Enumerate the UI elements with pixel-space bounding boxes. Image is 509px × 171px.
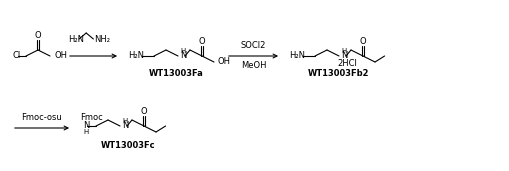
Text: MeOH: MeOH (241, 62, 266, 70)
Text: N: N (83, 122, 90, 130)
Text: OH: OH (218, 57, 231, 67)
Text: 2HCl: 2HCl (337, 60, 357, 69)
Text: N: N (341, 51, 347, 61)
Text: OH: OH (55, 51, 68, 61)
Text: NH₂: NH₂ (94, 35, 110, 43)
Text: WT13003Fb2: WT13003Fb2 (308, 69, 370, 77)
Text: H: H (83, 129, 88, 135)
Text: O: O (140, 108, 147, 116)
Text: N: N (180, 51, 186, 61)
Text: Cl: Cl (13, 51, 21, 61)
Text: WT13003Fc: WT13003Fc (100, 141, 155, 150)
Text: O: O (35, 31, 41, 41)
Text: O: O (199, 37, 205, 47)
Text: O: O (360, 37, 366, 47)
Text: H: H (122, 118, 127, 124)
Text: Fmoc: Fmoc (80, 113, 103, 122)
Text: H₂N: H₂N (289, 51, 305, 61)
Text: H₂N: H₂N (68, 35, 84, 43)
Text: H: H (180, 48, 185, 54)
Text: N: N (122, 122, 128, 130)
Text: H₂N: H₂N (128, 51, 144, 61)
Text: H: H (341, 48, 346, 54)
Text: SOCl2: SOCl2 (241, 41, 266, 49)
Text: Fmoc-osu: Fmoc-osu (21, 114, 63, 122)
Text: WT13003Fa: WT13003Fa (149, 69, 204, 77)
